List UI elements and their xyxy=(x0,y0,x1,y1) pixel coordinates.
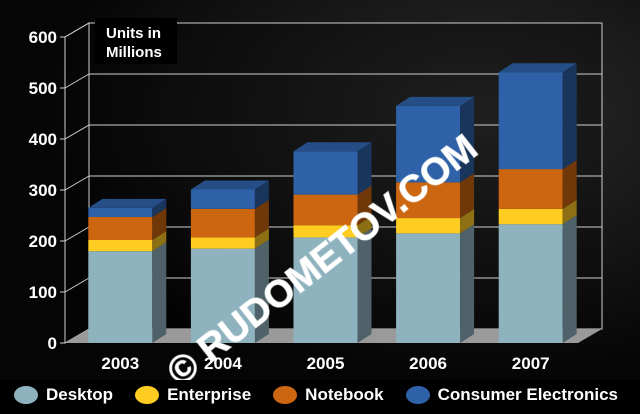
legend-label: Notebook xyxy=(305,385,384,404)
bar-notebook-2007 xyxy=(498,169,563,209)
bar-consumer-electronics-2004-side xyxy=(254,180,269,209)
legend-swatch xyxy=(14,386,38,404)
bar-consumer-electronics-2003-top xyxy=(88,198,167,208)
x-tick-label: 2006 xyxy=(409,354,447,373)
bar-desktop-2007 xyxy=(498,224,563,343)
bar-consumer-electronics-2007 xyxy=(498,72,563,170)
gridline-side xyxy=(64,73,90,89)
bar-notebook-2004-side xyxy=(254,199,269,238)
y-tick-label: 0 xyxy=(48,334,57,353)
bar-enterprise-2007-side xyxy=(562,199,577,225)
bar-stack-2006 xyxy=(396,96,475,343)
y-axis: 0 100 200 300 400 500 600 xyxy=(29,28,66,353)
bar-consumer-electronics-2004 xyxy=(190,189,255,209)
bar-consumer-electronics-2007-top xyxy=(498,63,577,73)
bar-enterprise-2007 xyxy=(498,208,563,225)
legend-item-enterprise: Enterprise xyxy=(135,385,251,405)
gridline-side xyxy=(64,22,90,38)
unit-label: Units in Millions xyxy=(95,18,177,64)
legend-label: Desktop xyxy=(46,385,114,404)
bar-desktop-2003 xyxy=(88,251,153,343)
y-tick-label: 300 xyxy=(29,181,57,200)
y-tick-label: 400 xyxy=(29,130,57,149)
bar-stack-2005 xyxy=(293,142,372,343)
unit-label-line-1: Units in xyxy=(106,25,161,42)
bar-stack-2003 xyxy=(88,198,167,343)
legend: Desktop Enterprise Notebook Consumer Electr… xyxy=(0,380,640,410)
bar-consumer-electronics-2005-top xyxy=(293,142,372,152)
bar-consumer-electronics-2006-top xyxy=(396,96,475,106)
y-tick-label: 200 xyxy=(29,232,57,251)
category-labels: 2003 2004 2005 2006 2007 xyxy=(101,354,549,373)
bar-consumer-electronics-2006-side xyxy=(460,96,475,183)
legend-swatch xyxy=(273,386,298,404)
x-tick-label: 2005 xyxy=(307,354,345,373)
bar-notebook-2003-side xyxy=(152,208,167,240)
gridline-side xyxy=(64,226,90,242)
bar-enterprise-2006 xyxy=(396,218,461,234)
bar-desktop-2005-side xyxy=(357,228,372,343)
x-tick-label: 2004 xyxy=(204,354,242,373)
bar-notebook-2006 xyxy=(396,182,461,219)
gridline-side xyxy=(64,277,90,293)
bar-desktop-2004 xyxy=(190,248,255,343)
bar-notebook-2006-side xyxy=(460,173,475,219)
y-tick-label: 100 xyxy=(29,283,57,302)
bar-desktop-2007-side xyxy=(562,215,577,343)
x-tick-label: 2007 xyxy=(512,354,550,373)
bar-consumer-electronics-2007-side xyxy=(562,63,577,170)
bar-enterprise-2004 xyxy=(190,237,255,249)
bar-consumer-electronics-2004-top xyxy=(190,180,269,190)
legend-item-desktop: Desktop xyxy=(14,385,113,405)
bar-desktop-2006-side xyxy=(460,224,475,343)
bar-notebook-2003 xyxy=(88,217,153,240)
bar-consumer-electronics-2005 xyxy=(293,151,358,195)
bar-desktop-2005 xyxy=(293,237,358,343)
bar-stack-2007 xyxy=(498,63,577,343)
unit-label-line-2: Millions xyxy=(106,44,162,61)
y-tick-label: 600 xyxy=(29,28,57,47)
bar-stack-2004 xyxy=(190,180,269,343)
legend-label: Enterprise xyxy=(167,385,252,404)
legend-label: Consumer Electronics xyxy=(437,385,619,404)
bar-notebook-2007-side xyxy=(562,160,577,209)
legend-swatch xyxy=(405,386,430,404)
gridline-side xyxy=(64,124,90,140)
unit-label-box xyxy=(95,18,177,64)
bar-consumer-electronics-2006 xyxy=(396,105,461,183)
bar-enterprise-2005 xyxy=(293,225,358,238)
bar-consumer-electronics-2005-side xyxy=(357,142,372,195)
bar-consumer-electronics-2003 xyxy=(88,207,153,218)
bar-enterprise-2004-side xyxy=(254,228,269,249)
y-tick-label: 500 xyxy=(29,79,57,98)
legend-item-consumer-electronics: Consumer Electronics xyxy=(405,385,619,405)
bar-desktop-2006 xyxy=(396,233,461,343)
bar-notebook-2005 xyxy=(293,194,358,226)
legend-swatch xyxy=(135,386,160,404)
bar-enterprise-2003-side xyxy=(152,230,167,252)
bar-enterprise-2003 xyxy=(88,239,153,252)
legend-item-notebook: Notebook xyxy=(273,385,384,405)
bar-desktop-2003-side xyxy=(152,242,167,343)
gridline-side xyxy=(64,175,90,191)
x-tick-label: 2003 xyxy=(101,354,139,373)
bar-consumer-electronics-2003-side xyxy=(152,198,167,218)
bar-desktop-2004-side xyxy=(254,239,269,343)
bar-enterprise-2005-side xyxy=(357,216,372,238)
bar-notebook-2005-side xyxy=(357,185,372,226)
chart-svg: 0 100 200 300 400 500 600 2003 2004 2005 2006 2007… xyxy=(0,0,640,380)
bar-notebook-2004 xyxy=(190,208,255,238)
bars xyxy=(88,63,577,343)
bar-enterprise-2006-side xyxy=(460,209,475,234)
